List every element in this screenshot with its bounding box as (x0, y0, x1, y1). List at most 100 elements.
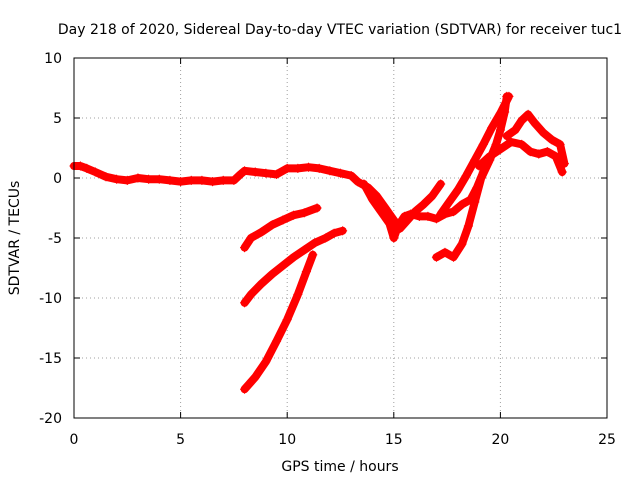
series-main-marker (90, 167, 100, 177)
series-rise-b-marker (440, 247, 450, 257)
series-evening-marker (495, 144, 505, 154)
y-tick-label: 0 (53, 171, 62, 187)
series-evening-upper-marker (555, 139, 565, 149)
series-evening-marker (474, 161, 484, 171)
series-evening-marker (517, 139, 527, 149)
series-main-marker (176, 177, 186, 187)
series-main-marker (75, 161, 85, 171)
y-tick-label: 5 (53, 111, 62, 127)
series-arc-1 (240, 204, 321, 252)
series-arc-1-marker (239, 243, 250, 253)
series-arc-2-marker (310, 238, 320, 248)
series-arc-3-marker (282, 315, 292, 325)
x-tick-label: 5 (176, 432, 185, 448)
series-main-marker (303, 162, 314, 172)
series-rise-a-marker (470, 155, 480, 165)
series-evening-upper-marker (523, 109, 533, 119)
series-arc-2 (240, 226, 347, 307)
series-rise-a-marker (487, 123, 497, 133)
series-rise-a-marker (453, 185, 463, 195)
series-arc-3-marker (301, 267, 311, 277)
series-arc-1-marker (299, 208, 309, 218)
series-rise-a-marker (461, 171, 471, 181)
series-arc-1-marker (257, 227, 267, 237)
series-main-marker (197, 175, 207, 185)
series-main-marker (346, 171, 356, 181)
series-arc-3-marker (250, 372, 260, 382)
tick-layer: 0 5 10 15 20 25 -20 -15 -10 -5 0 5 10 (39, 51, 616, 448)
series-rise-b-marker (476, 173, 486, 183)
series-rise-b-marker (502, 91, 512, 101)
chart-title: Day 218 of 2020, Sidereal Day-to-day VTE… (58, 22, 622, 38)
series-evening (475, 138, 567, 176)
series-rise-b-marker (491, 139, 501, 149)
series-evening-upper-marker (559, 159, 569, 169)
series-evening-upper-marker (517, 115, 527, 125)
series-arc-1-marker (278, 215, 288, 225)
series-rise-b-marker (463, 221, 474, 231)
series-main-scatter-marker (384, 219, 395, 229)
series-evening-upper-marker (546, 135, 557, 145)
series-main-scatter-marker (399, 211, 410, 221)
series-rise-b-marker (431, 252, 442, 262)
series-main-marker (154, 174, 164, 184)
y-tick-label: -5 (48, 231, 62, 247)
series-evening-marker (506, 137, 516, 147)
series-main-marker (352, 177, 363, 187)
series-evening-upper-marker (510, 125, 520, 135)
series-arc-3 (240, 250, 317, 394)
series-main-marker (165, 175, 175, 185)
series-rise-a-marker (478, 139, 488, 149)
y-tick-label: -20 (39, 411, 62, 427)
series-evening-marker (485, 151, 495, 161)
series-evening-upper-marker (529, 118, 540, 128)
series-arc-3-marker (261, 357, 271, 367)
x-axis-label: GPS time / hours (281, 459, 398, 475)
series-main-marker (122, 175, 132, 185)
x-tick-label: 10 (278, 432, 296, 448)
series-arc-2-marker (257, 279, 267, 289)
series-main-marker (261, 168, 271, 178)
series-arc-2-marker (278, 261, 288, 271)
series-main-marker (271, 169, 282, 179)
series-arc-2-marker (288, 252, 299, 262)
series-main-marker (436, 179, 446, 189)
series-arc-2-marker (246, 289, 256, 299)
series-main-scatter-marker (423, 211, 433, 221)
series-main-scatter-marker (359, 179, 369, 189)
series-main-marker (427, 191, 437, 201)
series-arc-1-marker (246, 233, 256, 243)
series-main-scatter-marker (389, 233, 399, 243)
series-rise-b-marker (470, 197, 480, 207)
series-main-marker (229, 175, 239, 185)
series-rise-b (432, 92, 511, 262)
series-main-scatter-marker (367, 195, 378, 205)
series-main-marker (218, 175, 228, 185)
series-main-marker (335, 168, 346, 178)
series-main-scatter-marker (448, 207, 459, 217)
series-main-marker (101, 172, 111, 182)
series-arc-2-marker (338, 226, 348, 236)
series-main-scatter-marker (393, 221, 403, 231)
series-evening-upper-marker (538, 127, 548, 137)
series-evening-marker (542, 147, 552, 157)
series-main-marker (235, 169, 245, 179)
series-arc-3-marker (271, 336, 282, 346)
series-main-marker (293, 163, 303, 173)
series-arc-1-marker (312, 203, 322, 213)
series-evening-marker (534, 149, 544, 159)
series-main-marker (239, 166, 250, 176)
series-rise-b-marker (495, 125, 505, 135)
series-main-marker (419, 199, 429, 209)
series-main-marker (144, 174, 154, 184)
series-main-marker (112, 174, 122, 184)
series-rise-b-marker (500, 107, 510, 117)
x-tick-label: 20 (491, 432, 509, 448)
series-arc-2-marker (267, 269, 277, 279)
series-main-scatter-marker (414, 211, 424, 221)
y-tick-label: -10 (39, 291, 62, 307)
series-main-marker (250, 167, 260, 177)
x-tick-label: 0 (70, 432, 79, 448)
series-arc-2-marker (320, 233, 331, 243)
